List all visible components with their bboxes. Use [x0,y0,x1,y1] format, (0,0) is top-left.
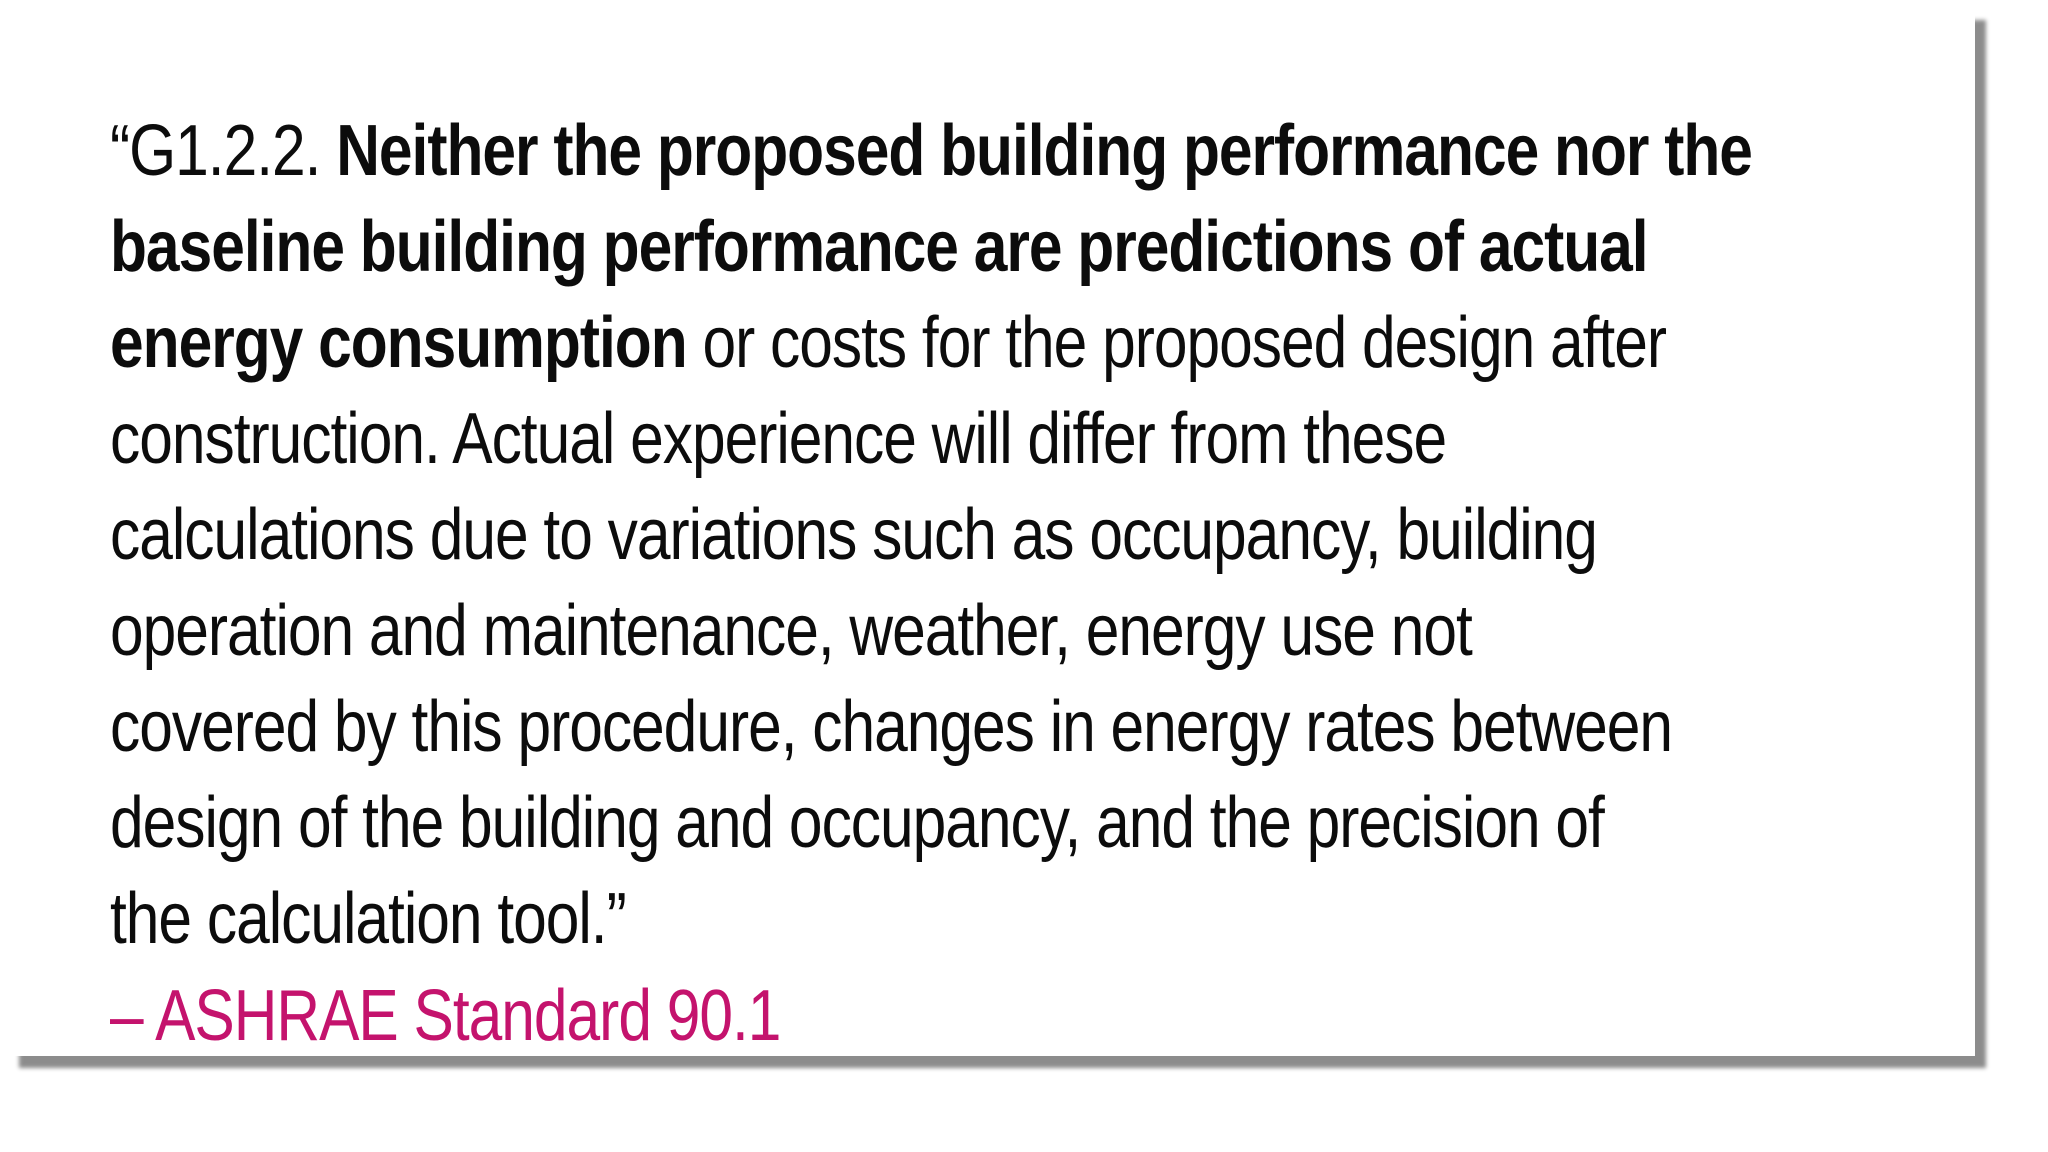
quote-line-1: “G1.2.2. Neither the proposed building p… [110,103,1753,199]
quote-line-3-rest: or costs for the proposed design after [686,303,1667,383]
quote-line-2: baseline building performance are predic… [110,207,1649,287]
quote-text: “G1.2.2. Neither the proposed building p… [110,103,1753,967]
quote-line-6: operation and maintenance, weather, ener… [110,591,1473,671]
quote-attribution: – ASHRAE Standard 90.1 [110,976,781,1056]
quote-line-3: energy consumption or costs for the prop… [110,295,1689,391]
quote-line-9: the calculation tool.” [110,879,627,959]
section-reference: “G1.2.2. [110,111,337,191]
quote-line-7: covered by this procedure, changes in en… [110,687,1673,767]
quote-line-5: calculations due to variations such as o… [110,495,1598,575]
quote-card: “G1.2.2. Neither the proposed building p… [8,8,1975,1056]
quote-emphasis-1: Neither the proposed building performanc… [336,111,1753,191]
quote-line-4: construction. Actual experience will dif… [110,399,1447,479]
quote-emphasis-3: energy consumption [110,303,688,383]
quote-line-8: design of the building and occupancy, an… [110,783,1605,863]
